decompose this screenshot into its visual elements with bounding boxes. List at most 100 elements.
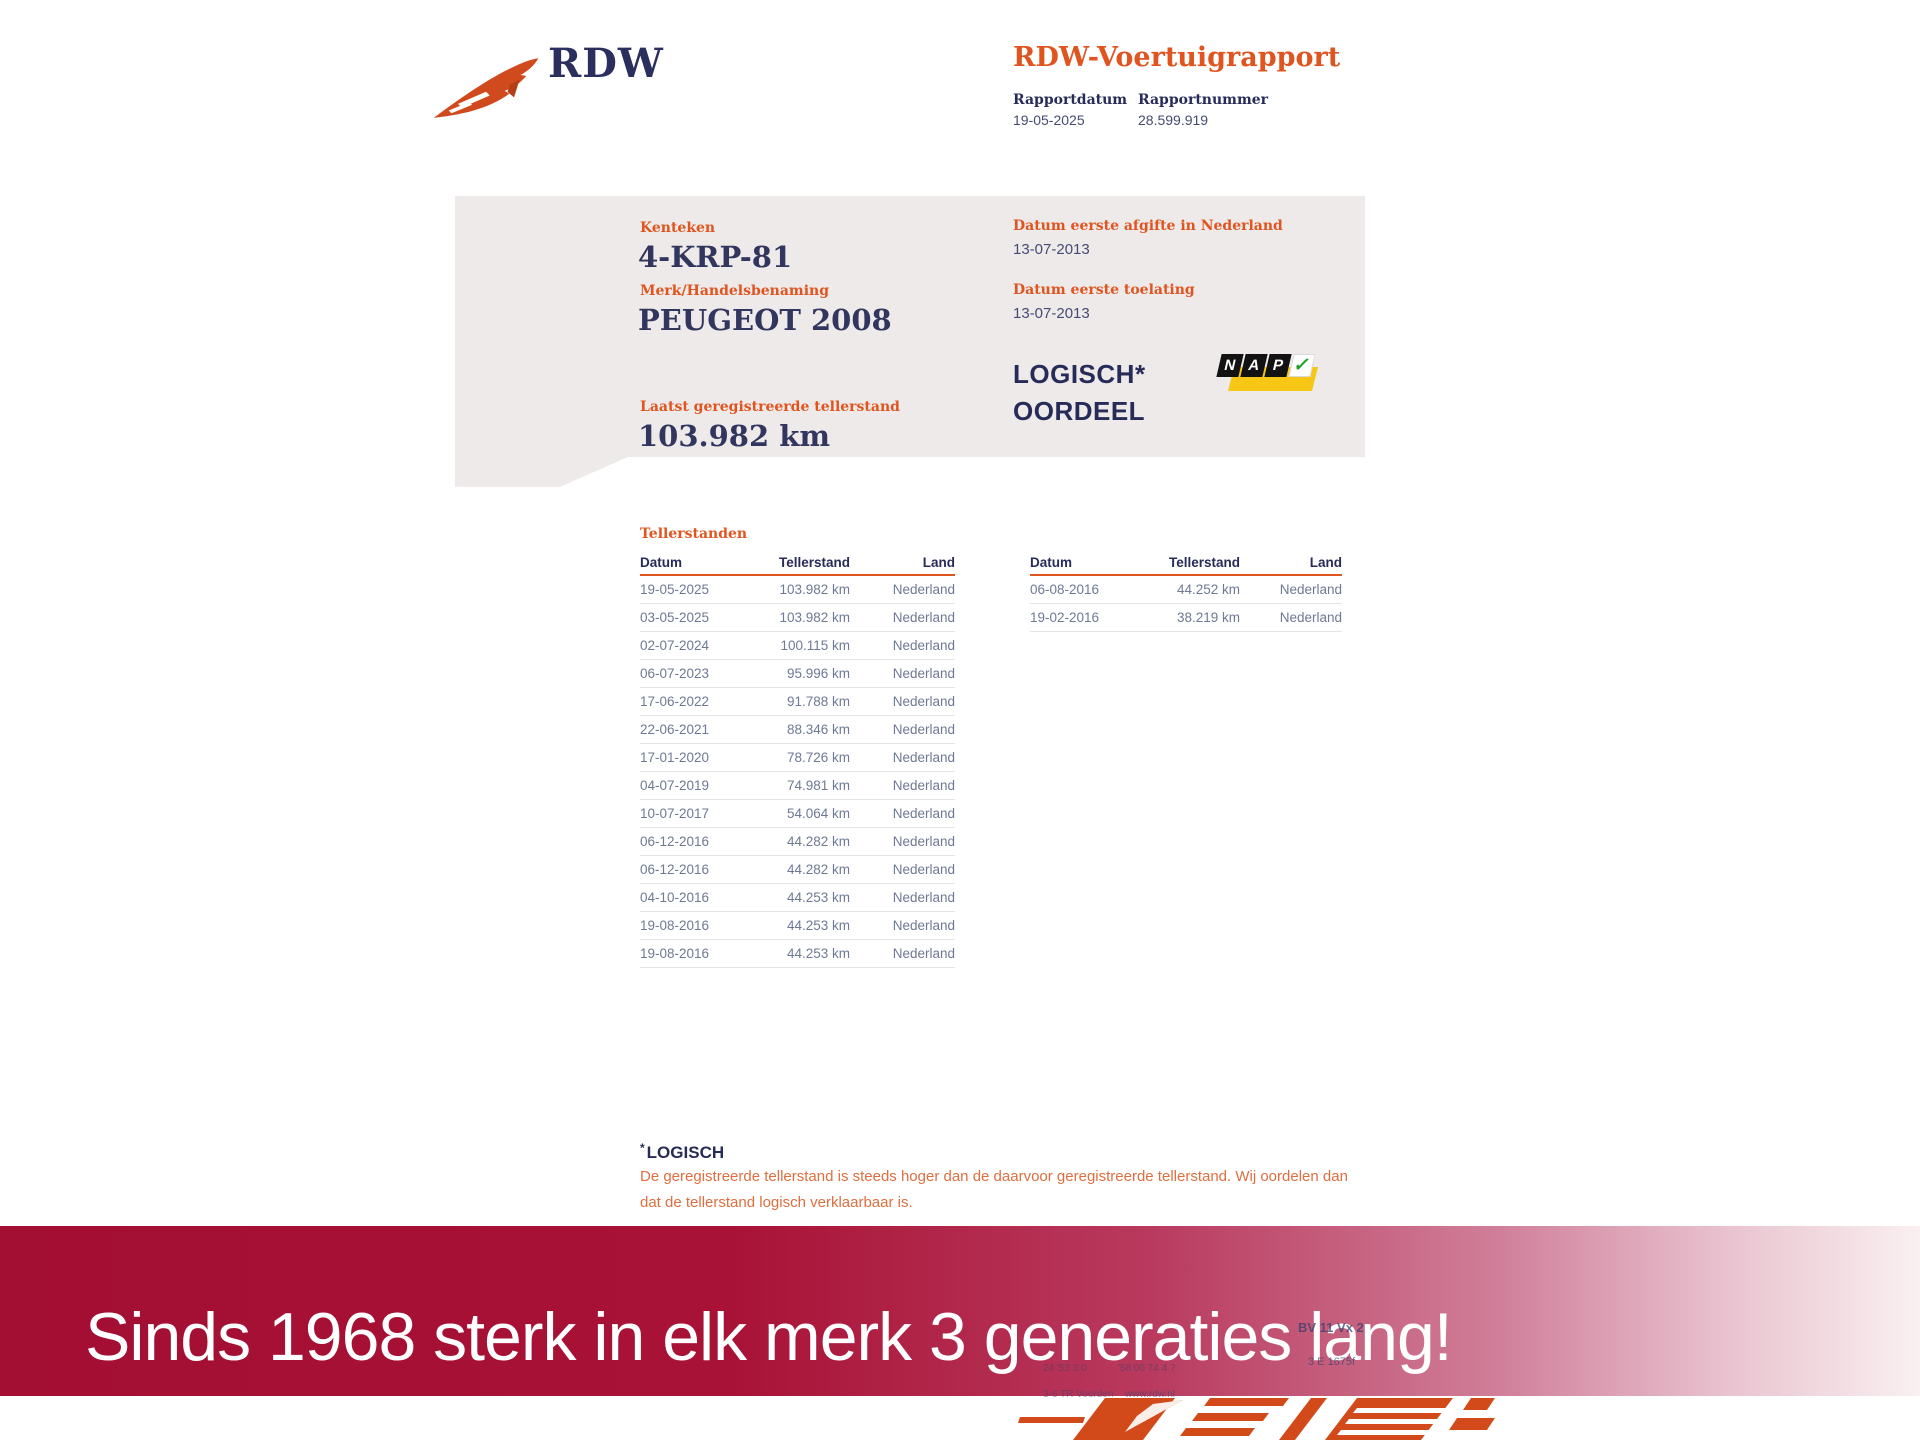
- cell-tellerstand: 74.981 km: [786, 778, 850, 793]
- eerste-toelating-label: Datum eerste toelating: [1013, 282, 1195, 298]
- cell-land: Nederland: [892, 890, 955, 905]
- rapportdatum-value: 19-05-2025: [1013, 112, 1085, 128]
- table-row: 06-08-2016 44.252 km Nederland: [1030, 576, 1342, 604]
- table-row: 02-07-2024 100.115 km Nederland: [640, 632, 955, 660]
- table-row: 06-12-2016 44.282 km Nederland: [640, 856, 955, 884]
- table-row: 04-10-2016 44.253 km Nederland: [640, 884, 955, 912]
- cell-tellerstand: 103.982 km: [779, 582, 850, 597]
- table-row: 17-06-2022 91.788 km Nederland: [640, 688, 955, 716]
- faint-fragment: BV 11 Vx 2: [1298, 1320, 1364, 1335]
- footnote-line2: dat de tellerstand logisch verklaarbaar …: [640, 1194, 913, 1211]
- cell-tellerstand: 100.115 km: [780, 638, 850, 653]
- laatste-tellerstand-value: 103.982 km: [638, 419, 831, 453]
- col-header-datum: Datum: [1030, 554, 1073, 570]
- faint-fragment: 24 '53 3 0: [1043, 1363, 1087, 1374]
- cell-datum: 03-05-2025: [640, 610, 710, 625]
- table-row: 19-02-2016 38.219 km Nederland: [1030, 604, 1342, 632]
- nap-logo-icon: N A P ✓: [1216, 353, 1321, 395]
- logisch-footnote-title: * LOGISCH: [640, 1141, 724, 1163]
- cell-tellerstand: 44.282 km: [786, 862, 850, 877]
- dealer-speed-stripes-icon: [1005, 1398, 1495, 1440]
- cell-tellerstand: 78.726 km: [786, 750, 850, 765]
- cell-tellerstand: 44.252 km: [1176, 582, 1240, 597]
- cell-land: Nederland: [892, 918, 955, 933]
- tellerstanden-table-right: Datum Tellerstand Land 06-08-2016 44.252…: [1030, 550, 1342, 632]
- rdw-wordmark: RDW: [548, 40, 664, 87]
- cell-tellerstand: 88.346 km: [786, 722, 850, 737]
- tellerstanden-table-left: Datum Tellerstand Land 19-05-2025 103.98…: [640, 550, 955, 968]
- table-row: 04-07-2019 74.981 km Nederland: [640, 772, 955, 800]
- kenteken-value: 4-KRP-81: [638, 240, 793, 274]
- cell-tellerstand: 95.996 km: [786, 666, 850, 681]
- cell-tellerstand: 54.064 km: [786, 806, 850, 821]
- cell-datum: 10-07-2017: [640, 806, 710, 821]
- cell-datum: 06-12-2016: [640, 834, 710, 849]
- cell-land: Nederland: [892, 722, 955, 737]
- cell-datum: 04-07-2019: [640, 778, 710, 793]
- cell-datum: 22-06-2021: [640, 722, 710, 737]
- cell-datum: 19-02-2016: [1030, 610, 1100, 625]
- cell-datum: 17-01-2020: [640, 750, 710, 765]
- cell-tellerstand: 44.282 km: [786, 834, 850, 849]
- col-header-tellerstand: Tellerstand: [1168, 554, 1240, 570]
- table-header: Datum Tellerstand Land: [640, 550, 955, 576]
- table-row: 03-05-2025 103.982 km Nederland: [640, 604, 955, 632]
- table-row: 06-07-2023 95.996 km Nederland: [640, 660, 955, 688]
- col-header-land: Land: [922, 554, 955, 570]
- footnote-title-text: LOGISCH: [646, 1143, 725, 1162]
- footnote-asterisk: *: [640, 1141, 645, 1155]
- dealer-banner: [0, 1226, 1920, 1396]
- report-title: RDW-Voertuigrapport: [1013, 42, 1341, 73]
- table-row: 10-07-2017 54.064 km Nederland: [640, 800, 955, 828]
- oordeel-line1: LOGISCH*: [1013, 359, 1146, 389]
- cell-datum: 06-12-2016: [640, 862, 710, 877]
- col-header-tellerstand: Tellerstand: [778, 554, 850, 570]
- cell-datum: 19-08-2016: [640, 918, 710, 933]
- cell-datum: 17-06-2022: [640, 694, 710, 709]
- table-row: 17-01-2020 78.726 km Nederland: [640, 744, 955, 772]
- cell-datum: 06-07-2023: [640, 666, 710, 681]
- cell-land: Nederland: [892, 778, 955, 793]
- col-header-land: Land: [1309, 554, 1342, 570]
- cell-land: Nederland: [892, 834, 955, 849]
- cell-tellerstand: 44.253 km: [786, 918, 850, 933]
- merk-value: PEUGEOT 2008: [638, 303, 892, 337]
- table-header: Datum Tellerstand Land: [1030, 550, 1342, 576]
- rapportdatum-label: Rapportdatum: [1013, 92, 1128, 108]
- merk-label: Merk/Handelsbenaming: [640, 283, 830, 299]
- cell-land: Nederland: [892, 638, 955, 653]
- table-row: 19-05-2025 103.982 km Nederland: [640, 576, 955, 604]
- table-body: 19-05-2025 103.982 km Nederland 03-05-20…: [640, 576, 955, 968]
- rapportnummer-value: 28.599.919: [1138, 112, 1209, 128]
- faint-fragment: www.rdw.nl: [1125, 1389, 1176, 1400]
- cell-land: Nederland: [892, 946, 955, 961]
- dealer-banner-slogan: Sinds 1968 sterk in elk merk 3 generatie…: [85, 1299, 1453, 1375]
- table-body: 06-08-2016 44.252 km Nederland 19-02-201…: [1030, 576, 1342, 632]
- vehicle-summary-box: [455, 196, 1365, 487]
- cell-land: Nederland: [892, 862, 955, 877]
- cell-tellerstand: 91.788 km: [786, 694, 850, 709]
- eerste-toelating-value: 13-07-2013: [1013, 305, 1090, 322]
- cell-land: Nederland: [892, 610, 955, 625]
- table-row: 19-08-2016 44.253 km Nederland: [640, 940, 955, 968]
- laatste-tellerstand-label: Laatst geregistreerde tellerstand: [640, 399, 900, 415]
- cell-land: Nederland: [1279, 582, 1342, 597]
- oordeel-text: LOGISCH* OORDEEL: [1013, 356, 1146, 430]
- tellerstanden-heading: Tellerstanden: [640, 526, 748, 542]
- rapportnummer-label: Rapportnummer: [1138, 92, 1269, 108]
- cell-datum: 04-10-2016: [640, 890, 710, 905]
- cell-datum: 06-08-2016: [1030, 582, 1100, 597]
- eerste-afgifte-label: Datum eerste afgifte in Nederland: [1013, 218, 1283, 234]
- table-row: 19-08-2016 44.253 km Nederland: [640, 912, 955, 940]
- kenteken-label: Kenteken: [640, 220, 716, 236]
- table-row: 06-12-2016 44.282 km Nederland: [640, 828, 955, 856]
- cell-datum: 19-08-2016: [640, 946, 710, 961]
- cell-land: Nederland: [892, 666, 955, 681]
- cell-tellerstand: 103.982 km: [779, 610, 850, 625]
- col-header-datum: Datum: [640, 554, 683, 570]
- cell-datum: 19-05-2025: [640, 582, 710, 597]
- cell-land: Nederland: [892, 582, 955, 597]
- faint-fragment: 3 E 1675f: [1308, 1356, 1356, 1368]
- cell-datum: 02-07-2024: [640, 638, 710, 653]
- faint-fragment: 3-6 TR Voorden: [1043, 1389, 1114, 1400]
